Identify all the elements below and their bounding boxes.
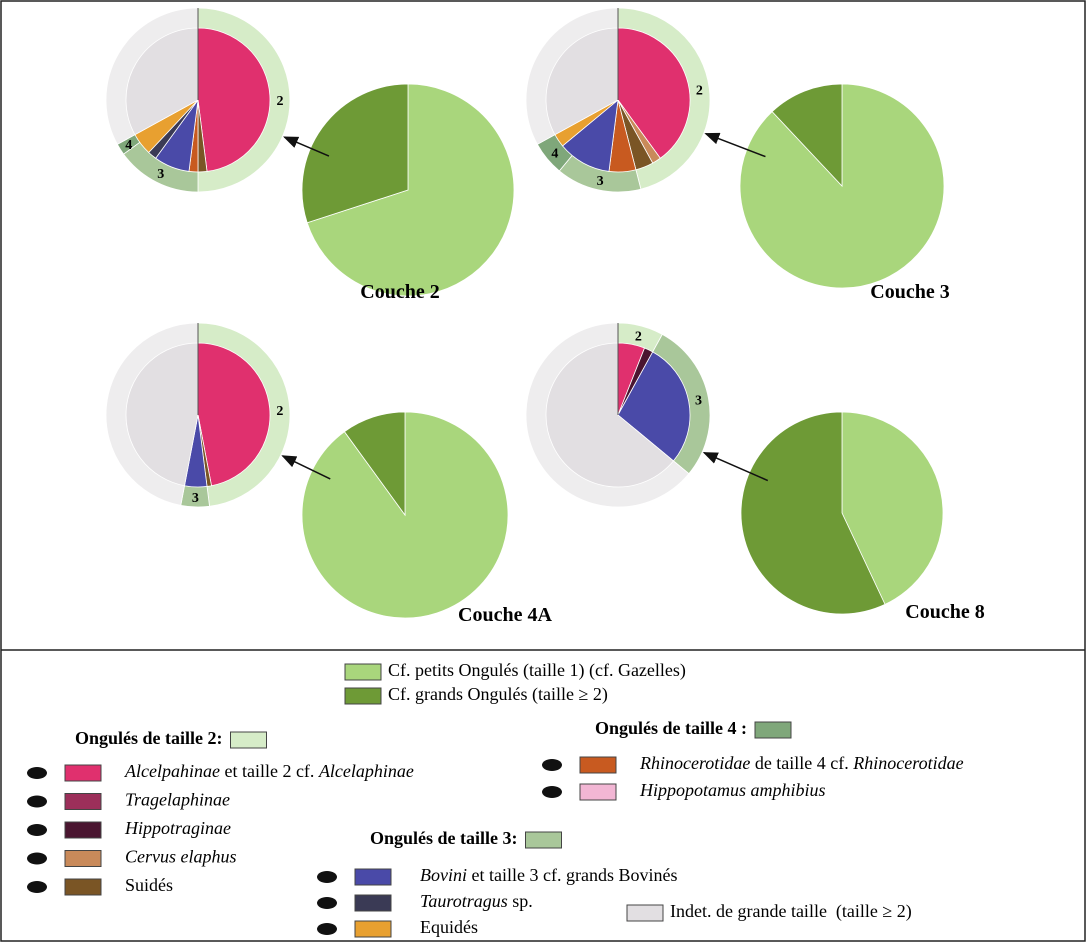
legend-swatch	[354, 868, 392, 886]
label-part: Rhinocerotidae	[639, 753, 750, 773]
label-part: Alcelpahinae	[124, 761, 220, 781]
animal-icon	[27, 795, 47, 808]
arrow	[704, 132, 766, 158]
legend-label: Alcelpahinae et taille 2 cf. Alcelaphina…	[124, 761, 414, 781]
arrow	[702, 451, 769, 482]
legend-swatch	[344, 663, 382, 681]
ring-label: 2	[276, 404, 283, 419]
label-part: Alcelaphinae	[318, 761, 414, 781]
size-slice	[301, 83, 409, 224]
size-slice	[343, 411, 406, 517]
panel-title: Couche 4A	[458, 604, 552, 626]
animal-icon	[542, 759, 562, 771]
detail-slice	[197, 27, 271, 172]
detail-slice	[125, 27, 199, 136]
animal-icon	[27, 881, 47, 893]
label-part: Tragelaphinae	[125, 790, 230, 810]
animal-icon	[542, 786, 562, 798]
legend-swatch	[64, 878, 102, 896]
animal-icon	[27, 852, 47, 865]
legend-swatch	[344, 687, 382, 705]
legend-label: Taurotragus sp.	[420, 891, 533, 911]
legend-label: Equidés	[420, 917, 478, 937]
legend-label: Rhinocerotidae de taille 4 cf. Rhinocero…	[639, 753, 964, 773]
legend-swatch	[64, 793, 102, 810]
panel-title: Couche 3	[870, 281, 949, 303]
group-title: Ongulés de taille 4 :	[595, 718, 747, 738]
label-part: Indet. de grande taille (taille ≥ 2)	[670, 901, 912, 922]
detail-slice	[545, 342, 675, 488]
legend-swatch	[64, 764, 102, 782]
group-title: Ongulés de taille 2:	[75, 728, 223, 748]
legend-swatch	[525, 831, 562, 849]
legend-swatch	[354, 894, 392, 912]
label-part: et taille 3 cf. grands Bovinés	[467, 865, 677, 885]
arrow	[283, 136, 330, 157]
size-slice	[740, 411, 886, 615]
legend-label: Cervus elaphus	[125, 847, 237, 867]
legend-label: Indet. de grande taille (taille ≥ 2)	[670, 901, 912, 922]
ring-label: 3	[157, 167, 164, 182]
label-part: de taille 4 cf.	[750, 753, 853, 773]
ring-label: 2	[696, 84, 703, 99]
ring-label: 3	[695, 394, 702, 409]
size-slice	[739, 83, 945, 289]
legend-label: Suidés	[125, 875, 173, 895]
panel-title: Couche 2	[360, 281, 439, 303]
label-part: Bovini	[420, 865, 467, 885]
ring-label: 2	[277, 94, 284, 109]
legend-label: Bovini et taille 3 cf. grands Bovinés	[420, 865, 677, 885]
detail-slice	[545, 27, 619, 136]
animal-icon	[317, 871, 337, 883]
label-part: sp.	[508, 891, 533, 911]
animal-icon	[27, 767, 47, 779]
group-title: Ongulés de taille 3:	[370, 828, 518, 848]
legend-swatch	[579, 756, 617, 774]
legend-label: Cf. grands Ongulés (taille ≥ 2)	[388, 684, 608, 705]
ring-label: 4	[125, 138, 132, 153]
legend-label: Hippopotamus amphibius	[639, 780, 826, 800]
detail-slice	[125, 342, 199, 487]
animal-icon	[317, 923, 337, 935]
label-part: Hippotraginae	[124, 818, 231, 838]
label-part: Rhinocerotidae	[852, 753, 963, 773]
detail-slice	[197, 342, 271, 487]
ring-label: 2	[635, 330, 642, 345]
arrow	[281, 455, 331, 480]
size-slice	[841, 411, 944, 605]
label-part: Cervus elaphus	[125, 847, 237, 867]
label-part: et taille 2 cf.	[220, 761, 319, 781]
label-part: Hippopotamus amphibius	[639, 780, 826, 800]
label-part: Suidés	[125, 875, 173, 895]
legend-swatch	[754, 721, 792, 739]
ring-label: 4	[551, 146, 558, 161]
legend-swatch	[64, 850, 102, 867]
legend-swatch	[230, 731, 267, 749]
size-slice	[306, 83, 515, 297]
size-slice	[771, 83, 843, 188]
animal-icon	[317, 897, 337, 909]
legend-swatch	[64, 821, 102, 839]
label-part: Equidés	[420, 917, 478, 937]
legend-label: Hippotraginae	[124, 818, 231, 838]
detail-slice	[617, 351, 691, 462]
animal-icon	[27, 824, 47, 836]
legend-swatch	[579, 783, 617, 801]
ring-label: 3	[192, 491, 199, 506]
ring-label: 3	[597, 174, 604, 189]
legend-swatch	[626, 904, 664, 922]
label-part: Taurotragus	[420, 891, 508, 911]
detail-slice	[617, 27, 691, 159]
panel-title: Couche 8	[905, 601, 984, 623]
legend-label: Cf. petits Ongulés (taille 1) (cf. Gazel…	[388, 660, 686, 681]
legend-label: Tragelaphinae	[125, 790, 230, 810]
legend-swatch	[354, 920, 392, 938]
